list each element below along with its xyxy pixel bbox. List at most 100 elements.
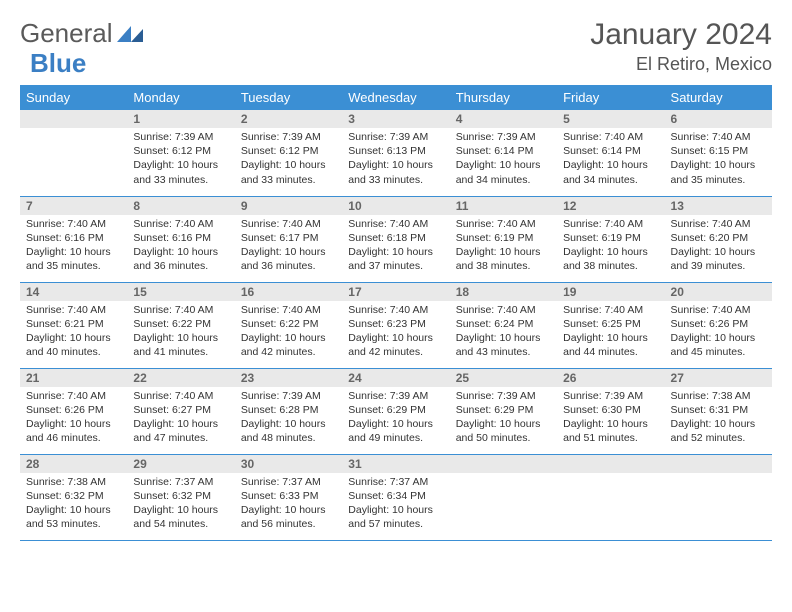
day-detail: Sunrise: 7:40 AMSunset: 6:19 PMDaylight:…: [557, 215, 664, 278]
day-number: 30: [235, 455, 342, 473]
calendar-cell: 15Sunrise: 7:40 AMSunset: 6:22 PMDayligh…: [127, 282, 234, 368]
day-number: 1: [127, 110, 234, 128]
day-number: 4: [450, 110, 557, 128]
day-number: 7: [20, 197, 127, 215]
weekday-header: Tuesday: [235, 85, 342, 110]
weekday-header: Sunday: [20, 85, 127, 110]
day-detail: Sunrise: 7:40 AMSunset: 6:25 PMDaylight:…: [557, 301, 664, 364]
day-number: 12: [557, 197, 664, 215]
day-detail: Sunrise: 7:40 AMSunset: 6:22 PMDaylight:…: [127, 301, 234, 364]
calendar-cell: 3Sunrise: 7:39 AMSunset: 6:13 PMDaylight…: [342, 110, 449, 196]
calendar-cell: 29Sunrise: 7:37 AMSunset: 6:32 PMDayligh…: [127, 454, 234, 540]
day-detail: Sunrise: 7:40 AMSunset: 6:21 PMDaylight:…: [20, 301, 127, 364]
day-number: 10: [342, 197, 449, 215]
calendar-cell: 10Sunrise: 7:40 AMSunset: 6:18 PMDayligh…: [342, 196, 449, 282]
day-detail: Sunrise: 7:39 AMSunset: 6:14 PMDaylight:…: [450, 128, 557, 191]
calendar-row: 1Sunrise: 7:39 AMSunset: 6:12 PMDaylight…: [20, 110, 772, 196]
day-detail: Sunrise: 7:37 AMSunset: 6:32 PMDaylight:…: [127, 473, 234, 536]
calendar-cell: [665, 454, 772, 540]
calendar-table: SundayMondayTuesdayWednesdayThursdayFrid…: [20, 85, 772, 541]
day-detail: Sunrise: 7:40 AMSunset: 6:17 PMDaylight:…: [235, 215, 342, 278]
calendar-cell: 6Sunrise: 7:40 AMSunset: 6:15 PMDaylight…: [665, 110, 772, 196]
day-number-empty: [665, 455, 772, 473]
logo-text-general: General: [20, 18, 113, 49]
day-number: 19: [557, 283, 664, 301]
location: El Retiro, Mexico: [590, 54, 772, 75]
calendar-cell: 30Sunrise: 7:37 AMSunset: 6:33 PMDayligh…: [235, 454, 342, 540]
weekday-header: Friday: [557, 85, 664, 110]
weekday-header: Saturday: [665, 85, 772, 110]
day-number: 25: [450, 369, 557, 387]
calendar-cell: 22Sunrise: 7:40 AMSunset: 6:27 PMDayligh…: [127, 368, 234, 454]
day-detail: Sunrise: 7:40 AMSunset: 6:20 PMDaylight:…: [665, 215, 772, 278]
calendar-cell: 27Sunrise: 7:38 AMSunset: 6:31 PMDayligh…: [665, 368, 772, 454]
calendar-row: 7Sunrise: 7:40 AMSunset: 6:16 PMDaylight…: [20, 196, 772, 282]
day-number: 16: [235, 283, 342, 301]
logo: General: [20, 18, 145, 49]
day-number: 29: [127, 455, 234, 473]
calendar-body: 1Sunrise: 7:39 AMSunset: 6:12 PMDaylight…: [20, 110, 772, 540]
calendar-cell: 23Sunrise: 7:39 AMSunset: 6:28 PMDayligh…: [235, 368, 342, 454]
calendar-cell: 28Sunrise: 7:38 AMSunset: 6:32 PMDayligh…: [20, 454, 127, 540]
day-number: 6: [665, 110, 772, 128]
weekday-header: Monday: [127, 85, 234, 110]
calendar-cell: [557, 454, 664, 540]
day-number: 22: [127, 369, 234, 387]
day-number: 11: [450, 197, 557, 215]
day-number: 15: [127, 283, 234, 301]
calendar-cell: 14Sunrise: 7:40 AMSunset: 6:21 PMDayligh…: [20, 282, 127, 368]
day-number: 20: [665, 283, 772, 301]
day-number: 18: [450, 283, 557, 301]
calendar-cell: 21Sunrise: 7:40 AMSunset: 6:26 PMDayligh…: [20, 368, 127, 454]
calendar-cell: 19Sunrise: 7:40 AMSunset: 6:25 PMDayligh…: [557, 282, 664, 368]
day-number: 31: [342, 455, 449, 473]
day-detail: Sunrise: 7:38 AMSunset: 6:31 PMDaylight:…: [665, 387, 772, 450]
day-number: 24: [342, 369, 449, 387]
day-detail: Sunrise: 7:40 AMSunset: 6:19 PMDaylight:…: [450, 215, 557, 278]
day-number-empty: [20, 110, 127, 128]
day-number: 26: [557, 369, 664, 387]
day-detail: Sunrise: 7:39 AMSunset: 6:29 PMDaylight:…: [450, 387, 557, 450]
day-number: 2: [235, 110, 342, 128]
calendar-cell: 26Sunrise: 7:39 AMSunset: 6:30 PMDayligh…: [557, 368, 664, 454]
day-number: 5: [557, 110, 664, 128]
calendar-cell: 20Sunrise: 7:40 AMSunset: 6:26 PMDayligh…: [665, 282, 772, 368]
calendar-cell: 25Sunrise: 7:39 AMSunset: 6:29 PMDayligh…: [450, 368, 557, 454]
day-detail: Sunrise: 7:39 AMSunset: 6:29 PMDaylight:…: [342, 387, 449, 450]
day-detail: Sunrise: 7:39 AMSunset: 6:13 PMDaylight:…: [342, 128, 449, 191]
day-detail: Sunrise: 7:40 AMSunset: 6:26 PMDaylight:…: [665, 301, 772, 364]
day-detail: Sunrise: 7:37 AMSunset: 6:34 PMDaylight:…: [342, 473, 449, 536]
day-detail: Sunrise: 7:40 AMSunset: 6:24 PMDaylight:…: [450, 301, 557, 364]
calendar-cell: 12Sunrise: 7:40 AMSunset: 6:19 PMDayligh…: [557, 196, 664, 282]
day-detail: Sunrise: 7:40 AMSunset: 6:18 PMDaylight:…: [342, 215, 449, 278]
weekday-header-row: SundayMondayTuesdayWednesdayThursdayFrid…: [20, 85, 772, 110]
title-block: January 2024 El Retiro, Mexico: [590, 18, 772, 75]
day-detail: Sunrise: 7:40 AMSunset: 6:16 PMDaylight:…: [127, 215, 234, 278]
day-number: 8: [127, 197, 234, 215]
day-number: 28: [20, 455, 127, 473]
logo-mark-icon: [117, 18, 145, 49]
day-number: 17: [342, 283, 449, 301]
calendar-cell: 2Sunrise: 7:39 AMSunset: 6:12 PMDaylight…: [235, 110, 342, 196]
calendar-cell: 18Sunrise: 7:40 AMSunset: 6:24 PMDayligh…: [450, 282, 557, 368]
header: General January 2024 El Retiro, Mexico: [20, 18, 772, 75]
day-detail: Sunrise: 7:40 AMSunset: 6:22 PMDaylight:…: [235, 301, 342, 364]
calendar-cell: 24Sunrise: 7:39 AMSunset: 6:29 PMDayligh…: [342, 368, 449, 454]
calendar-cell: 1Sunrise: 7:39 AMSunset: 6:12 PMDaylight…: [127, 110, 234, 196]
day-detail: Sunrise: 7:40 AMSunset: 6:16 PMDaylight:…: [20, 215, 127, 278]
month-title: January 2024: [590, 18, 772, 52]
day-number: 14: [20, 283, 127, 301]
day-number-empty: [557, 455, 664, 473]
day-number: 21: [20, 369, 127, 387]
day-detail: Sunrise: 7:40 AMSunset: 6:23 PMDaylight:…: [342, 301, 449, 364]
calendar-row: 14Sunrise: 7:40 AMSunset: 6:21 PMDayligh…: [20, 282, 772, 368]
day-detail: Sunrise: 7:39 AMSunset: 6:12 PMDaylight:…: [235, 128, 342, 191]
calendar-row: 28Sunrise: 7:38 AMSunset: 6:32 PMDayligh…: [20, 454, 772, 540]
calendar-cell: 8Sunrise: 7:40 AMSunset: 6:16 PMDaylight…: [127, 196, 234, 282]
day-number: 27: [665, 369, 772, 387]
calendar-cell: 5Sunrise: 7:40 AMSunset: 6:14 PMDaylight…: [557, 110, 664, 196]
day-detail: Sunrise: 7:37 AMSunset: 6:33 PMDaylight:…: [235, 473, 342, 536]
calendar-cell: [20, 110, 127, 196]
logo-text-blue: Blue: [30, 48, 86, 79]
day-detail: Sunrise: 7:39 AMSunset: 6:30 PMDaylight:…: [557, 387, 664, 450]
